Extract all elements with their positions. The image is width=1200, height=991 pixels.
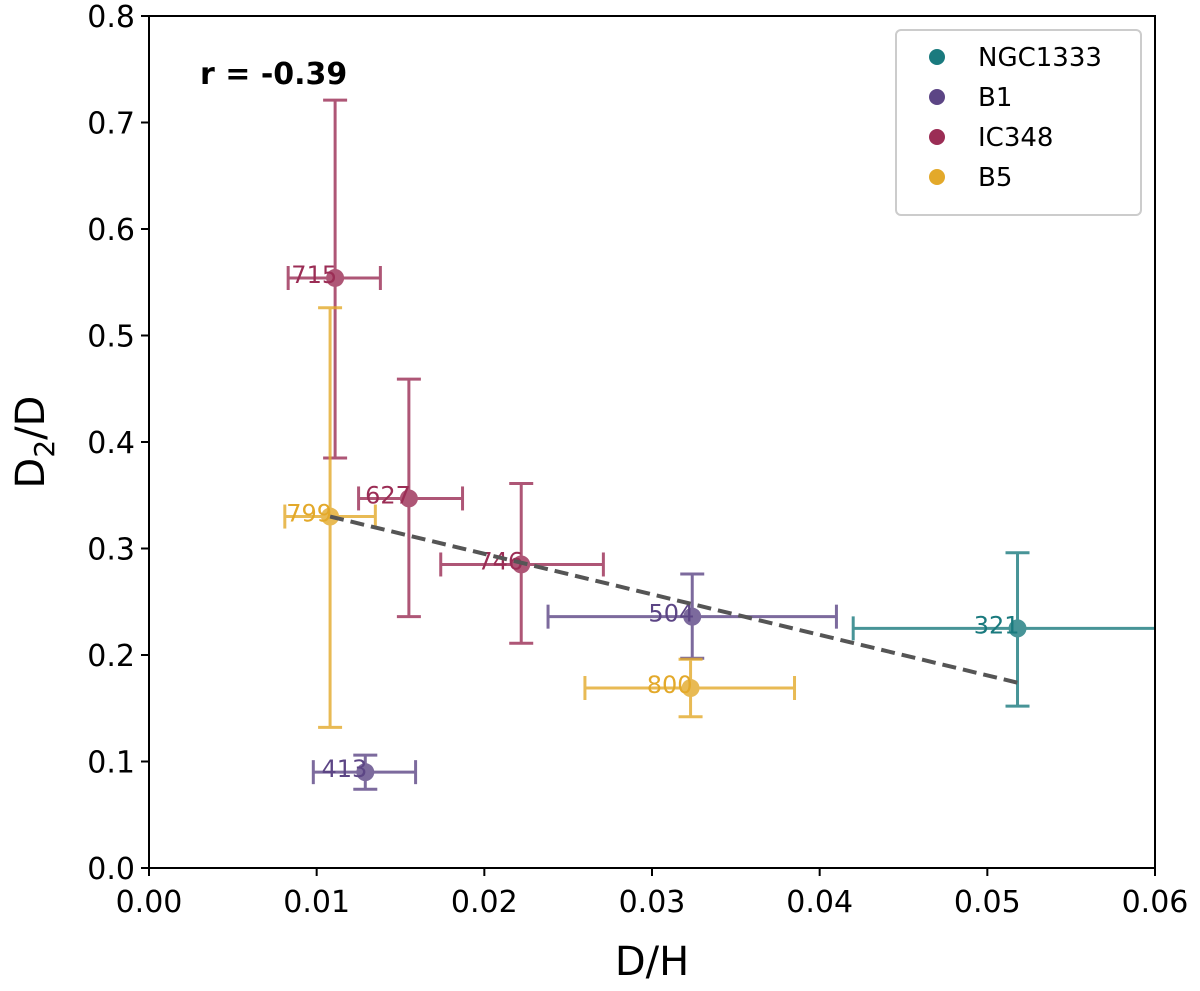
x-tick-label: 0.03: [619, 885, 686, 920]
marker: [326, 268, 345, 287]
legend-label: IC348: [978, 123, 1053, 153]
x-tick-label: 0.04: [786, 885, 853, 920]
legend-marker: [929, 169, 945, 185]
legend-marker: [929, 129, 945, 145]
trend-line: [329, 514, 1018, 685]
point-label: 321: [974, 611, 1020, 639]
x-tick-label: 0.01: [283, 885, 350, 920]
y-tick-label: 0.5: [87, 320, 135, 355]
marker: [681, 679, 700, 698]
point-label: 715: [291, 261, 337, 289]
marker: [399, 489, 418, 508]
legend-box: [895, 29, 1142, 216]
legend-label: NGC1333: [978, 43, 1102, 73]
point-label: 799: [286, 500, 332, 528]
marker: [1008, 619, 1027, 638]
y-tick-label: 0.3: [87, 533, 135, 568]
point-label: 800: [647, 671, 693, 699]
data-point-321: [851, 551, 1155, 708]
y-tick-label: 0.6: [87, 213, 135, 248]
y-tick-label: 0.4: [87, 426, 135, 461]
x-tick-label: 0.00: [116, 885, 183, 920]
y-tick-label: 0.8: [87, 0, 135, 35]
x-tick-label: 0.06: [1122, 885, 1189, 920]
marker: [683, 607, 702, 626]
legend: NGC1333 B1 IC348 B5: [895, 29, 1142, 216]
x-tick-label: 0.02: [451, 885, 518, 920]
correlation-annotation: r = -0.39: [200, 57, 347, 92]
x-tick-label: 0.05: [954, 885, 1021, 920]
data-point-800: [583, 657, 797, 719]
marker: [356, 763, 375, 782]
data-point-413: [311, 753, 418, 791]
x-axis-label: D/H: [615, 939, 689, 985]
y-tick-label: 0.0: [87, 852, 135, 887]
y-tick-label: 0.2: [87, 639, 135, 674]
y-axis-label: D2/D: [8, 396, 61, 489]
legend-marker: [929, 49, 945, 65]
point-label: 413: [321, 755, 367, 783]
y-tick-label: 0.1: [87, 746, 135, 781]
legend-label: B5: [978, 163, 1012, 193]
data-point-715: [286, 98, 382, 460]
data-point-627: [357, 377, 465, 619]
y-tick-label: 0.7: [87, 107, 135, 142]
legend-label: B1: [978, 83, 1012, 113]
legend-marker: [929, 89, 945, 105]
point-label: 627: [365, 481, 411, 509]
